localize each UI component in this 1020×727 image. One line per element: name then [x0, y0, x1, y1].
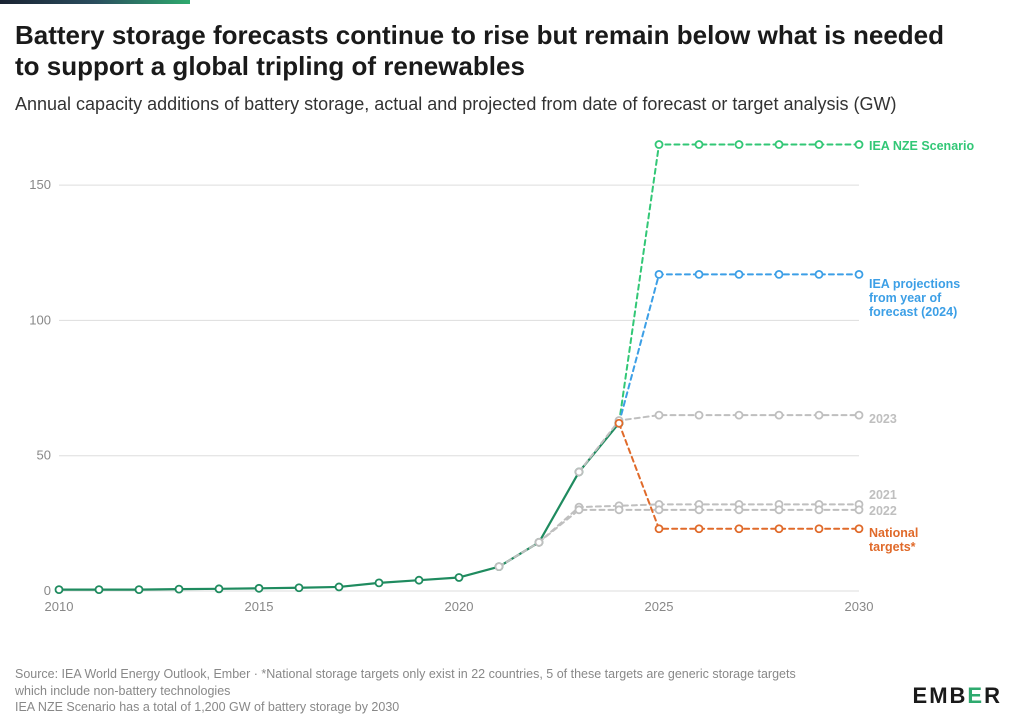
chart-header: Battery storage forecasts continue to ri…	[0, 4, 1020, 121]
svg-text:100: 100	[29, 312, 51, 327]
ember-logo: EMBER	[913, 683, 1002, 709]
svg-text:0: 0	[44, 583, 51, 598]
svg-text:2015: 2015	[245, 599, 274, 614]
footnote-line-1: Source: IEA World Energy Outlook, Ember …	[15, 666, 815, 699]
footnote-line-2: IEA NZE Scenario has a total of 1,200 GW…	[15, 699, 815, 715]
svg-text:2021: 2021	[869, 488, 897, 502]
svg-text:2030: 2030	[845, 599, 874, 614]
svg-text:50: 50	[37, 447, 51, 462]
chart-area: 0 50 100 150 2010 2015 2020 2025 2030 IEA NZE Sce…	[15, 131, 1005, 626]
svg-text:2022: 2022	[869, 504, 897, 518]
svg-text:IEA NZE Scenario: IEA NZE Scenario	[869, 139, 974, 153]
svg-text:IEA projectionsfrom year offor: IEA projectionsfrom year offorecast (202…	[869, 277, 960, 319]
svg-text:150: 150	[29, 177, 51, 192]
chart-subtitle: Annual capacity additions of battery sto…	[15, 92, 995, 116]
svg-text:Nationaltargets*: Nationaltargets*	[869, 526, 918, 554]
line-chart: 0 50 100 150 2010 2015 2020 2025 2030 IEA NZE Sce…	[15, 131, 1005, 626]
svg-text:2010: 2010	[45, 599, 74, 614]
svg-text:2020: 2020	[445, 599, 474, 614]
chart-footnote: Source: IEA World Energy Outlook, Ember …	[15, 666, 815, 715]
svg-text:2023: 2023	[869, 412, 897, 426]
svg-text:2025: 2025	[645, 599, 674, 614]
chart-title: Battery storage forecasts continue to ri…	[15, 20, 975, 82]
